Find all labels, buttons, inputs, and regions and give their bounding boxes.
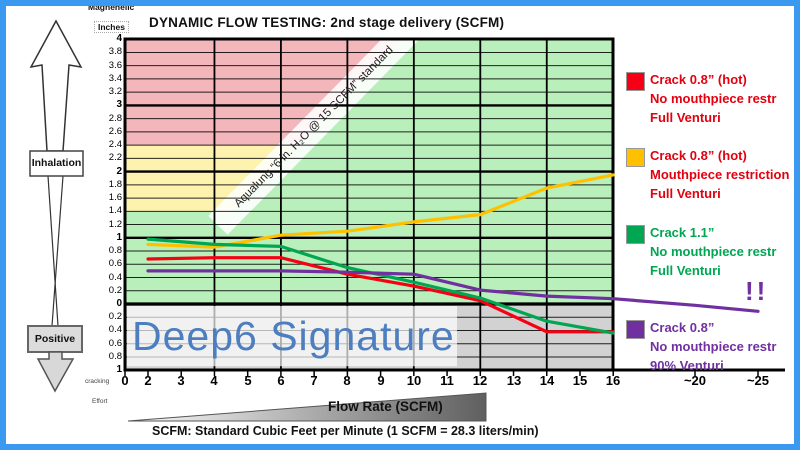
y-tick-label: 1 (116, 232, 122, 243)
alert-exclamation: !! (745, 276, 769, 306)
watermark-box (127, 306, 457, 367)
y-tick-label: 1 (116, 364, 122, 375)
x-tick-label: 4 (210, 373, 218, 388)
legend-line: No mouthpiece restr (650, 91, 777, 106)
x-tick-label: 9 (377, 373, 385, 388)
y-tick-label: 0.8 (108, 245, 122, 256)
y-tick-label: 2 (116, 166, 122, 177)
gauge-brand-label: Magnehelic (88, 2, 135, 12)
y-tick-label: 0.8 (108, 351, 122, 362)
x-tick-label: 3 (177, 373, 185, 388)
x-tick-label: ~25 (746, 373, 770, 388)
series-line-3 (146, 269, 760, 313)
legend-line: Crack 0.8” (650, 320, 715, 335)
legend-line: Crack 0.8” (hot) (650, 148, 747, 163)
scfm-footnote: SCFM: Standard Cubic Feet per Minute (1 … (152, 424, 539, 438)
y-tick-label: 1.8 (108, 179, 122, 190)
y-tick-label: 0.6 (108, 338, 122, 349)
x-tick-label: 16 (605, 373, 621, 388)
y-axis-units-label: Inches (94, 21, 129, 33)
y-tick-label: 3.6 (108, 60, 122, 71)
gauge-cross-line (47, 175, 59, 327)
positive-label: Positive (34, 333, 76, 345)
y-tick-label: 3.2 (108, 86, 122, 97)
x-tick-label: 11 (440, 373, 454, 388)
x-tick-label: 2 (144, 373, 152, 388)
legend-line: Crack 0.8” (hot) (650, 72, 747, 87)
x-tick-label: 13 (506, 373, 522, 388)
legend-line: 90% Venturi (650, 358, 724, 373)
y-tick-label: 2.2 (108, 152, 122, 163)
legend-swatch-icon (626, 72, 645, 91)
legend-line: No mouthpiece restr (650, 339, 777, 354)
positive-box (27, 325, 83, 353)
legend-swatch-icon (626, 148, 645, 167)
y-tick-label: 3 (116, 99, 122, 110)
positive-arrow-icon (36, 351, 75, 393)
y-tick-label: 1.6 (108, 192, 122, 203)
effort-label: Effort (92, 398, 108, 405)
legend-line: No mouthpiece restr (650, 244, 777, 259)
legend-item: Crack 0.8” (hot) Mouthpiece restriction Fu… (626, 146, 789, 203)
y-tick-label: 1.4 (108, 205, 122, 216)
x-axis-title: Flow Rate (SCFM) (328, 399, 443, 414)
legend-line: Full Venturi (650, 263, 721, 278)
y-tick-label: 0.2 (108, 285, 122, 296)
y-tick-label: 4 (116, 33, 122, 44)
legend-item: Crack 1.1” No mouthpiece restr Full Ventur… (626, 223, 776, 280)
legend-line: Full Venturi (650, 110, 721, 125)
inhalation-label: Inhalation (31, 157, 82, 169)
legend-line: Mouthpiece restriction (650, 167, 790, 182)
legend-item: Crack 0.8” (hot) No mouthpiece restr Full … (626, 70, 776, 127)
y-tick-label: 0.4 (108, 272, 122, 283)
x-tick-label: 6 (277, 373, 285, 388)
y-tick-label: 3.4 (108, 73, 122, 84)
plot-border (123, 37, 615, 372)
inhalation-box (29, 150, 84, 177)
x-tick-label: ~20 (683, 373, 707, 388)
legend-line: Full Venturi (650, 186, 721, 201)
standard-band (208, 39, 420, 235)
x-tick-label: 0 (121, 373, 129, 388)
y-tick-label: 1.2 (108, 219, 122, 230)
yellow-zone (125, 145, 297, 212)
watermark-text: Deep6 Signature (132, 313, 455, 359)
x-tick-label: 12 (472, 373, 488, 388)
y-tick-label: 2.8 (108, 113, 122, 124)
inhalation-arrow-icon (29, 19, 83, 152)
legend-line: Crack 1.1” (650, 225, 715, 240)
x-tick-label: 15 (572, 373, 588, 388)
x-tick-label: 8 (343, 373, 351, 388)
y-tick-label: 0.4 (108, 324, 122, 335)
x-tick-label: 7 (310, 373, 318, 388)
gridlines (125, 39, 613, 370)
cracking-label: cracking (85, 378, 110, 385)
y-tick-label: 2.4 (108, 139, 122, 150)
y-tick-label: 2.6 (108, 126, 122, 137)
gauge-cross-line (51, 175, 64, 327)
chart-title: DYNAMIC FLOW TESTING: 2nd stage delivery… (149, 15, 505, 30)
y-tick-label: 0 (116, 298, 122, 309)
x-tick-label: 14 (539, 373, 555, 388)
flow-rate-wedge (127, 392, 487, 422)
y-tick-label: 3.8 (108, 46, 122, 57)
y-tick-label: 0.2 (108, 311, 122, 322)
series-line-2 (146, 237, 615, 335)
x-tick-label: 5 (244, 373, 252, 388)
series-line-0 (146, 256, 615, 334)
legend-swatch-icon (626, 320, 645, 339)
legend-swatch-icon (626, 225, 645, 244)
x-tick-label: 10 (406, 373, 422, 388)
legend-item: Crack 0.8” No mouthpiece restr 90% Venturi (626, 318, 776, 375)
y-tick-label: 0.6 (108, 258, 122, 269)
